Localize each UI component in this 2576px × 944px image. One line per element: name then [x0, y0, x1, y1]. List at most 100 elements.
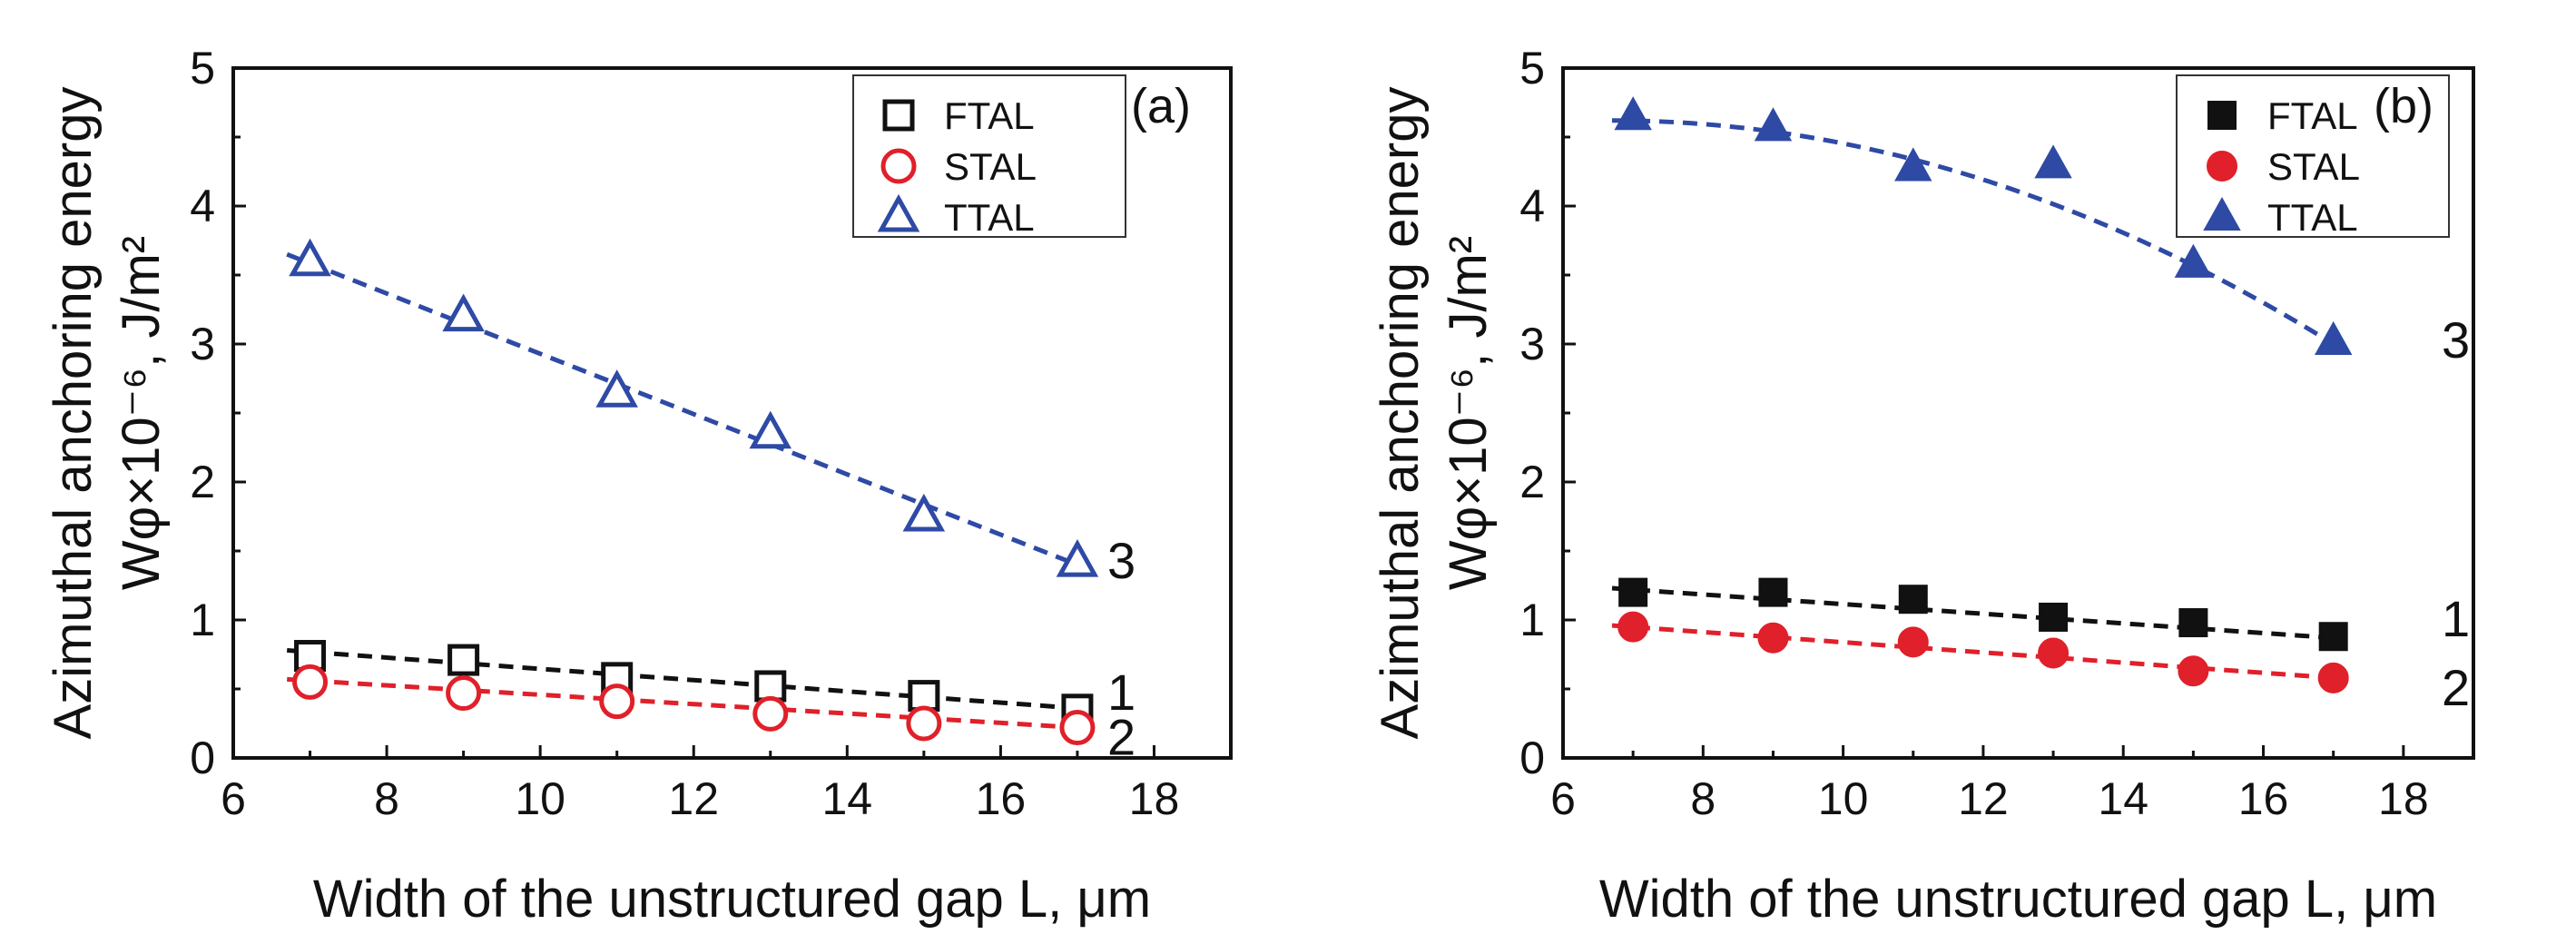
y-axis-title-line2: Wφ×10⁻⁶, J/m²: [112, 236, 171, 590]
data-point: [446, 675, 482, 712]
data-point: [292, 664, 329, 700]
data-point: [902, 493, 946, 532]
fit-line: [286, 251, 1078, 567]
data-point: [1897, 626, 1929, 658]
legend-marker: [880, 148, 917, 184]
legend-label: FTAL: [2267, 94, 2358, 137]
data-point: [2038, 637, 2070, 669]
y-tick-label: 2: [190, 457, 215, 507]
data-point: [595, 369, 638, 408]
y-tick-label: 4: [190, 181, 215, 231]
curve-label: 1: [1107, 664, 1136, 721]
x-tick-label: 10: [515, 773, 565, 824]
y-tick-label: 5: [190, 43, 215, 93]
y-tick-label: 4: [1519, 181, 1545, 231]
y-tick-label: 5: [1519, 43, 1545, 93]
legend-marker: [882, 99, 915, 132]
series-ttal: 3: [286, 238, 1136, 589]
x-tick-label: 12: [668, 773, 719, 824]
data-point: [2318, 622, 2348, 652]
series-stal: 2: [287, 664, 1136, 766]
y-tick-label: 2: [1519, 457, 1545, 507]
fit-line: [1611, 585, 2334, 641]
x-tick-label: 14: [821, 773, 872, 824]
data-point: [1894, 147, 1932, 182]
y-axis-title-line1: Azimuthal anchoring energy: [1371, 87, 1430, 740]
data-point: [2039, 602, 2069, 632]
curve-label: 3: [2442, 311, 2470, 369]
y-tick-label: 0: [1519, 733, 1545, 783]
legend-marker: [2207, 151, 2237, 182]
y-tick-label: 3: [1519, 319, 1545, 369]
x-tick-label: 6: [1550, 773, 1576, 824]
data-point: [749, 410, 792, 449]
data-point: [1898, 585, 1928, 615]
data-point: [2178, 655, 2209, 687]
x-tick-label: 18: [1129, 773, 1180, 824]
series-ftal: 1: [1611, 577, 2470, 652]
panel-label: (b): [2374, 79, 2433, 133]
x-tick-label: 18: [2378, 773, 2429, 824]
data-point: [1618, 577, 1648, 607]
fit-line: [286, 647, 1078, 711]
fit-line: [1612, 118, 2335, 347]
curve-label: 2: [2442, 659, 2470, 716]
data-point: [1614, 96, 1652, 131]
legend-label: STAL: [2267, 145, 2360, 188]
legend-marker: [2203, 196, 2241, 231]
x-tick-label: 16: [2238, 773, 2289, 824]
x-tick-label: 6: [221, 773, 246, 824]
legend-label: STAL: [944, 145, 1037, 188]
data-point: [1056, 539, 1099, 577]
data-point: [1059, 710, 1096, 746]
x-tick-label: 12: [1958, 773, 2009, 824]
data-point: [2314, 320, 2353, 355]
y-tick-label: 3: [190, 319, 215, 369]
series-ftal: 1: [286, 640, 1136, 726]
x-tick-label: 14: [2098, 773, 2148, 824]
y-tick-label: 1: [190, 595, 215, 645]
data-point: [908, 680, 940, 713]
x-axis-title: Width of the unstructured gap L, μm: [313, 870, 1151, 929]
x-tick-label: 10: [1818, 773, 1869, 824]
legend: FTAL STAL TTAL: [852, 74, 1126, 239]
data-point: [599, 683, 635, 720]
y-axis-title-line1: Azimuthal anchoring energy: [44, 87, 103, 740]
curve-label: 1: [2442, 590, 2470, 647]
data-point: [1758, 577, 1788, 607]
data-point: [2178, 608, 2208, 638]
fit-line: [1611, 623, 2334, 681]
legend-label: TTAL: [2267, 196, 2358, 239]
data-point: [2317, 662, 2349, 693]
data-point: [752, 695, 789, 732]
data-point: [1757, 622, 1789, 654]
y-tick-label: 1: [1519, 595, 1545, 645]
legend-label: TTAL: [944, 196, 1035, 239]
curve-label: 3: [1107, 532, 1136, 589]
y-axis-title: Azimuthal anchoring energy Wφ×10⁻⁶, J/m²: [44, 87, 171, 740]
panel-label: (a): [1131, 79, 1191, 133]
data-point: [1617, 611, 1649, 643]
y-axis-title-line2: Wφ×10⁻⁶, J/m²: [1439, 236, 1498, 590]
legend-marker: [877, 193, 920, 232]
curve-label: 2: [1107, 709, 1136, 766]
data-point: [289, 238, 331, 277]
y-tick-label: 0: [190, 733, 215, 783]
series-stal: 2: [1611, 611, 2470, 716]
y-axis-title: Azimuthal anchoring energy Wφ×10⁻⁶, J/m²: [1371, 87, 1498, 740]
data-point: [442, 293, 485, 332]
x-axis-title: Width of the unstructured gap L, μm: [1599, 870, 2437, 929]
data-point: [754, 670, 787, 703]
legend-marker: [2207, 101, 2237, 130]
x-tick-label: 16: [976, 773, 1027, 824]
data-point: [2174, 243, 2213, 278]
series-ttal: 3: [1612, 96, 2470, 369]
legend-label: FTAL: [944, 94, 1035, 137]
legend: FTAL STAL TTAL: [2176, 74, 2450, 239]
data-point: [906, 705, 942, 742]
x-tick-label: 8: [1690, 773, 1716, 824]
x-tick-label: 8: [374, 773, 399, 824]
